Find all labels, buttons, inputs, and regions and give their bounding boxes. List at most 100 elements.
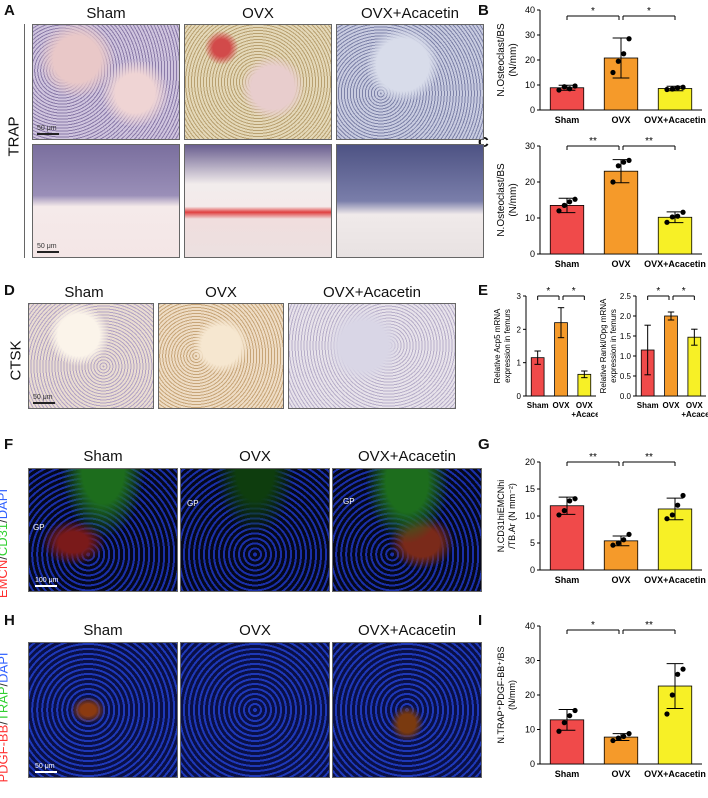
bar — [603, 736, 639, 765]
gp-label-f-ovx: GP — [187, 499, 199, 508]
micrograph-a-sham-bottom: 50 μm — [32, 144, 180, 258]
significance-label: * — [591, 620, 595, 631]
x-tick-label: OVX — [611, 575, 630, 585]
h-stain-part-4: DAPI — [0, 652, 11, 683]
d-title-sham: Sham — [64, 284, 104, 301]
panel-label-a: A — [4, 2, 15, 19]
y-axis-label: N.Osteoclast/BS — [496, 23, 507, 97]
y-tick-label: 10 — [525, 80, 535, 90]
x-tick-label: OVX+Acacetin — [644, 575, 706, 585]
y-axis-label: expression in femurs — [503, 309, 512, 383]
data-point — [669, 214, 675, 220]
data-point — [669, 86, 675, 92]
data-point — [680, 666, 686, 672]
y-tick-label: 20 — [525, 457, 535, 467]
micrograph-a-acacetin-bottom — [336, 144, 484, 258]
y-tick-label: 15 — [525, 484, 535, 494]
x-tick-label: Sham — [555, 575, 580, 585]
micrograph-d-acacetin — [288, 303, 456, 409]
micrograph-d-sham: 50 μm — [28, 303, 154, 409]
y-tick-label: 0.0 — [620, 392, 632, 401]
data-point — [610, 179, 616, 185]
significance-label: * — [656, 286, 660, 297]
panel-label-i: I — [478, 612, 483, 629]
panel-label-g: G — [478, 436, 490, 453]
row-bracket-a — [24, 24, 25, 258]
y-tick-label: 40 — [525, 621, 535, 631]
data-point — [610, 542, 616, 548]
bar — [664, 315, 678, 397]
data-point — [615, 540, 621, 546]
micrograph-f-ovx: GP — [180, 468, 330, 592]
y-tick-label: 10 — [525, 511, 535, 521]
data-point — [561, 720, 567, 726]
y-axis-label: (N/mm) — [508, 183, 519, 216]
f-stain-part-0: EMCN — [0, 559, 11, 599]
bar — [603, 170, 639, 255]
data-point — [626, 157, 632, 163]
data-point — [664, 711, 670, 717]
y-tick-label: 3 — [517, 292, 522, 301]
y-tick-label: 20 — [525, 690, 535, 700]
h-title-acacetin: OVX+Acacetin — [358, 622, 456, 639]
significance-label: * — [682, 286, 686, 297]
x-tick-label: Sham — [637, 401, 659, 410]
data-point — [669, 512, 675, 518]
f-title-ovx: OVX — [239, 448, 271, 465]
x-tick-label: OVX — [611, 115, 630, 125]
data-point — [567, 199, 573, 205]
a-title-sham: Sham — [86, 5, 126, 22]
f-stain-part-4: DAPI — [0, 488, 11, 520]
significance-label: * — [546, 286, 550, 297]
scale-bar-h: 50 μm — [35, 763, 57, 773]
significance-label: ** — [645, 136, 653, 147]
micrograph-h-acacetin — [332, 642, 482, 778]
x-tick-label: Sham — [555, 115, 580, 125]
a-title-ovx: OVX — [242, 5, 274, 22]
y-axis-label: Relative Rankl/Opg mRNA — [599, 298, 608, 393]
data-point — [680, 492, 686, 499]
data-point — [621, 51, 627, 57]
micrograph-a-ovx-top — [184, 24, 332, 140]
y-tick-label: 1.5 — [620, 332, 632, 341]
x-tick-label: Sham — [555, 769, 580, 779]
h-stain-part-1: / — [0, 721, 11, 725]
y-tick-label: 1 — [517, 359, 522, 368]
x-tick-label: OVX+Acacetin — [644, 259, 706, 269]
scale-bar-a-top: 50 μm — [37, 125, 59, 135]
f-title-sham: Sham — [83, 448, 123, 465]
h-stain-part-2: TRAP — [0, 686, 11, 722]
f-stain-part-2: CD31 — [0, 522, 11, 557]
scale-bar-a-bottom: 50 μm — [37, 243, 59, 253]
bar — [657, 88, 693, 111]
x-tick-label: +Acacetin — [681, 410, 708, 419]
row-label-trap: TRAP — [5, 116, 23, 157]
micrograph-h-sham: 50 μm — [28, 642, 178, 778]
y-tick-label: 2.0 — [620, 312, 632, 321]
bar — [657, 216, 693, 255]
data-point — [556, 728, 562, 734]
d-title-ovx: OVX — [205, 284, 237, 301]
data-point — [675, 85, 681, 91]
data-point — [556, 87, 562, 93]
significance-label: ** — [589, 136, 597, 147]
x-tick-label: OVX — [663, 401, 681, 410]
data-point — [615, 735, 621, 741]
y-axis-label: /TB.Ar (N mm⁻²) — [507, 483, 517, 549]
micrograph-a-ovx-bottom — [184, 144, 332, 258]
row-label-h-stain: PDGF-BB/TRAP/DAPI — [0, 652, 11, 782]
data-point — [567, 713, 573, 719]
chart-b: 0 10 20 30 40 N.Osteoclast/BS (N/mm) Sham OVX OVX… — [496, 5, 706, 125]
data-point — [561, 84, 567, 90]
y-tick-label: 0 — [517, 392, 522, 401]
chart-c: 0 10 20 30 N.Osteoclast/BS (N/mm) Sham OVX OVX+A… — [496, 136, 706, 269]
bar — [687, 336, 702, 397]
data-point — [626, 531, 632, 537]
y-tick-label: 10 — [525, 725, 535, 735]
gp-label-f-acacetin: GP — [343, 497, 355, 506]
y-axis-label: N.TRAP⁺PDGF-BB⁺/BS — [496, 646, 506, 743]
panel-label-c: C — [478, 134, 489, 151]
y-axis-label: (N/mm) — [507, 680, 517, 710]
y-tick-label: 0 — [530, 759, 535, 769]
significance-label: ** — [589, 452, 597, 463]
